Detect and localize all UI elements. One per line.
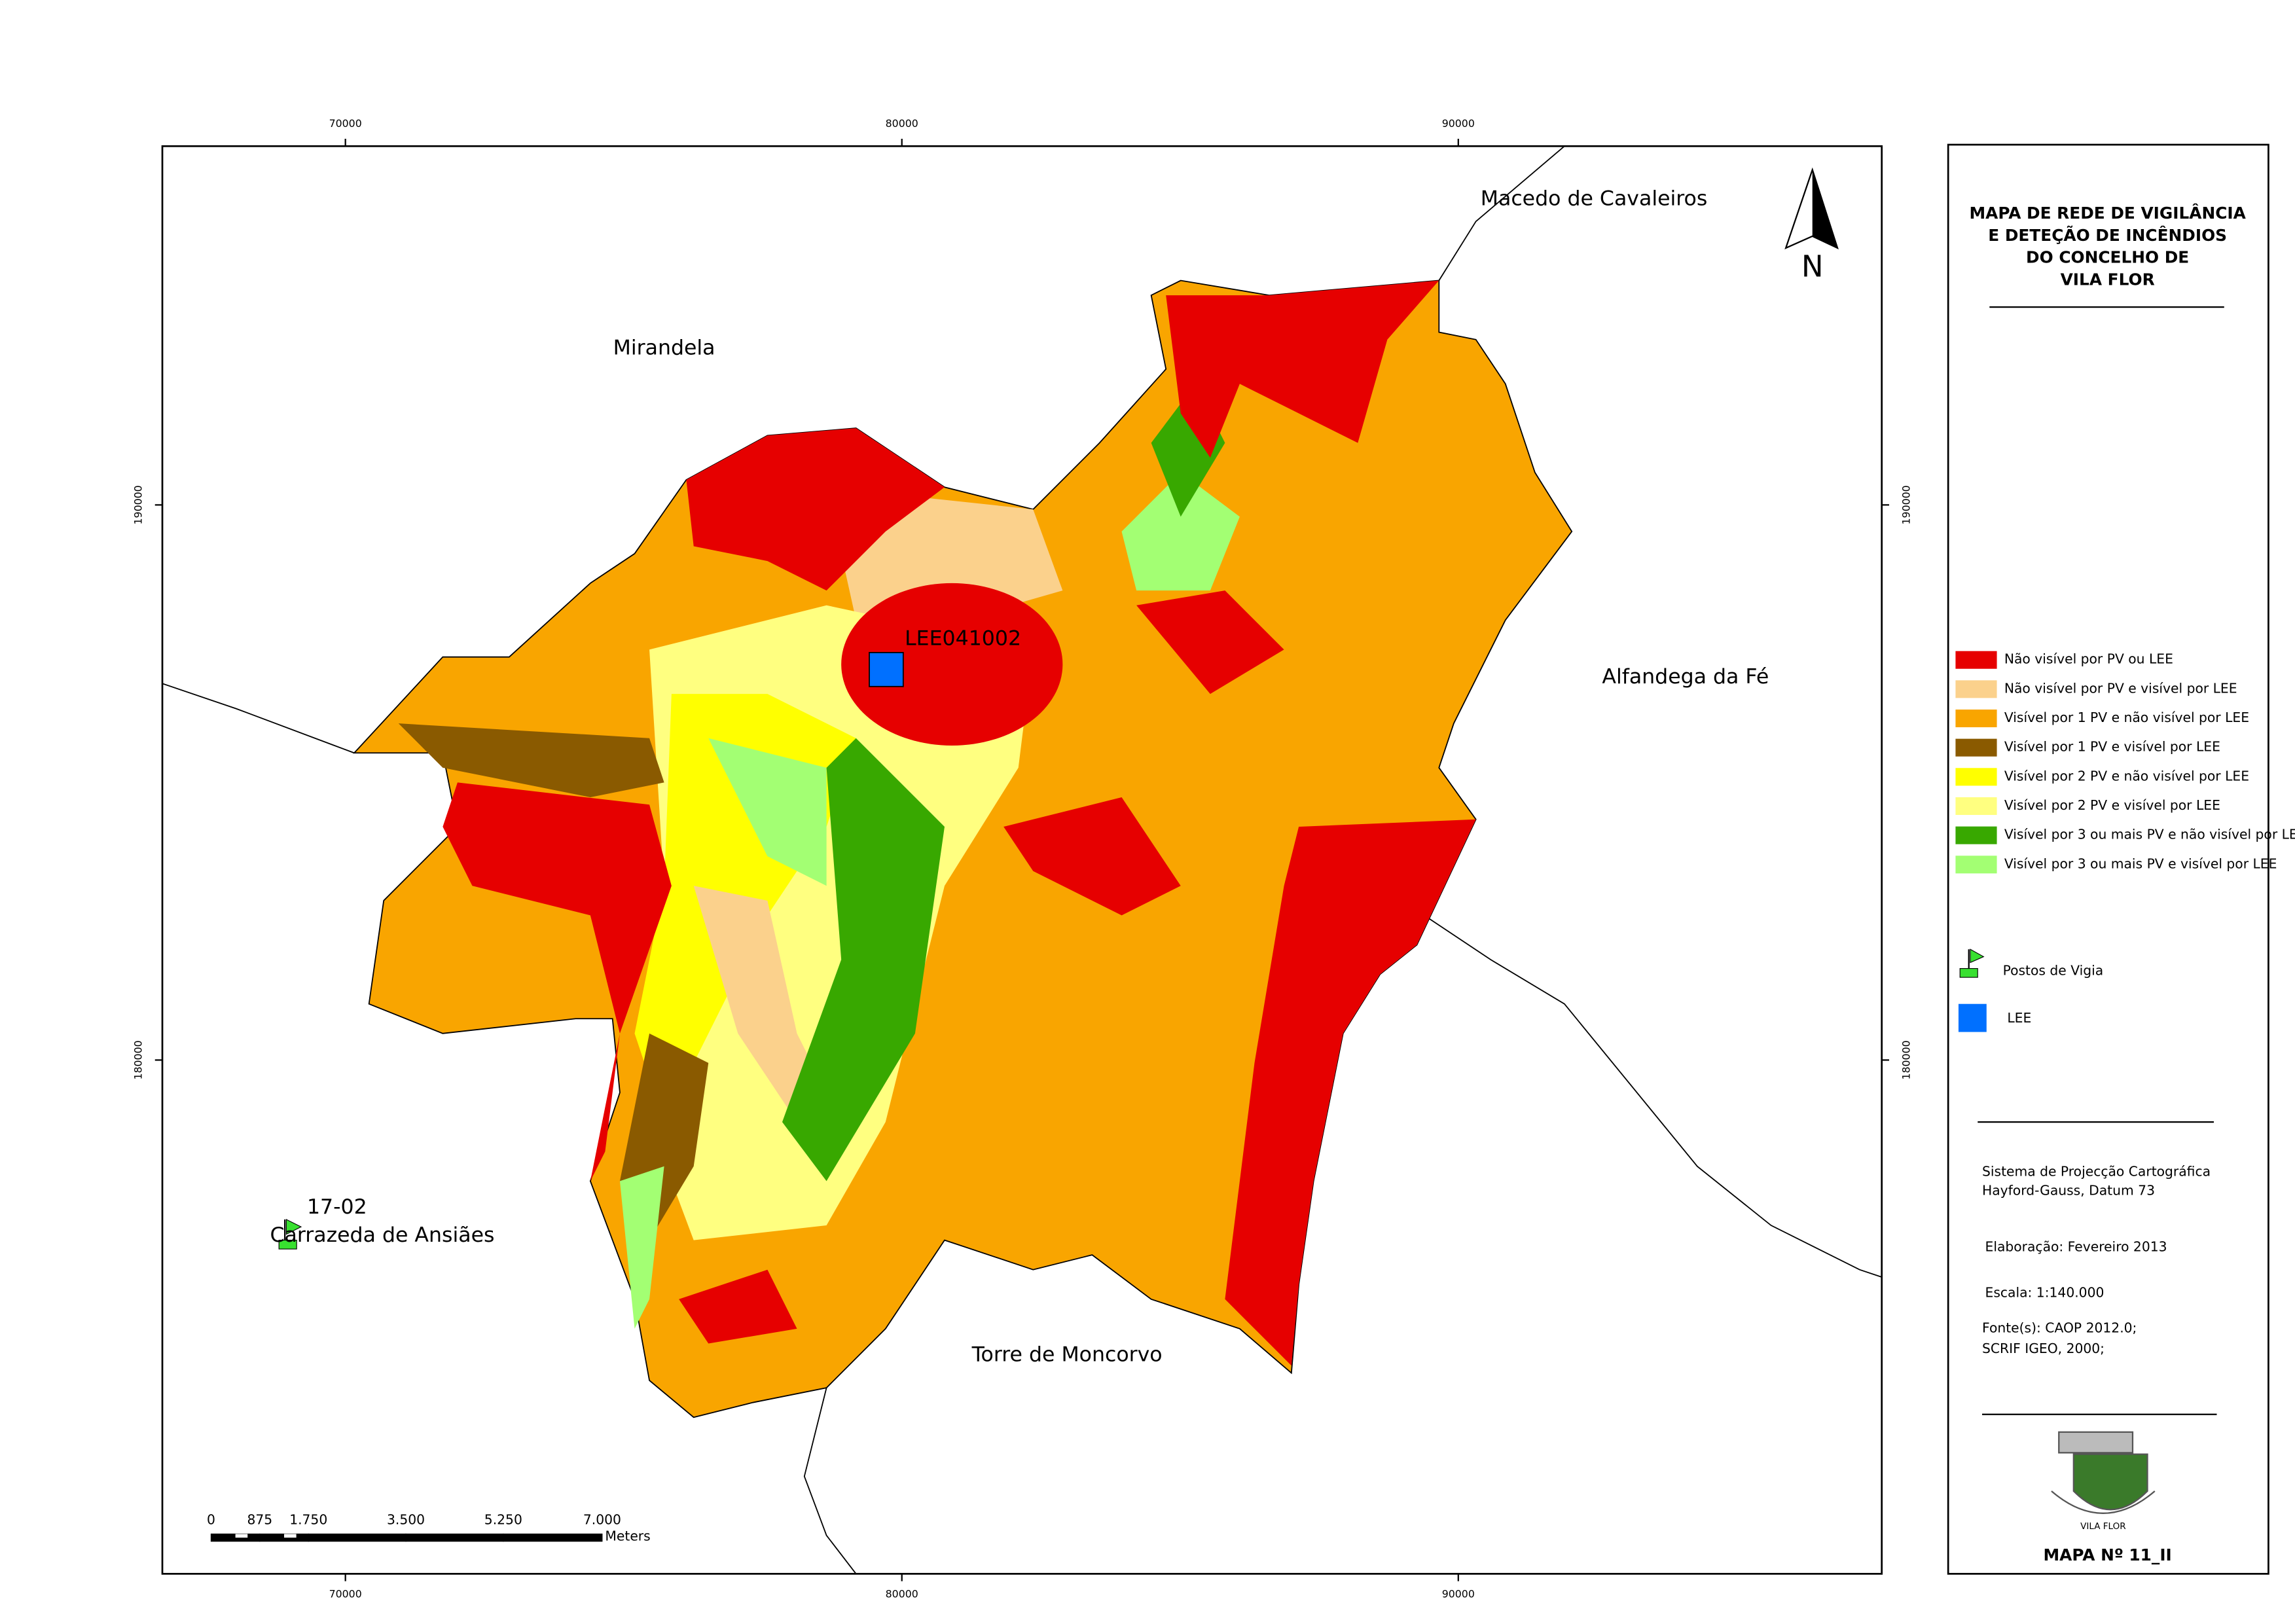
ribbon — [2051, 1490, 2156, 1514]
y-tick-label: 180000 — [1900, 1040, 1913, 1079]
scale-unit: Meters — [605, 1528, 650, 1543]
posto-marker — [278, 1219, 302, 1250]
area — [1003, 797, 1181, 916]
info-text: Fonte(s): CAOP 2012.0; — [1982, 1320, 2137, 1335]
legend-label: Postos de Vigia — [2003, 963, 2104, 979]
lee-legend-symbol — [1958, 1003, 1987, 1032]
legend-title: MAPA DE REDE DE VIGILÂNCIA — [1969, 204, 2246, 223]
place-label: Alfandega da Fé — [1602, 665, 1769, 689]
flag — [1970, 948, 1985, 964]
boundary — [803, 1387, 857, 1574]
info-text: Sistema de Projecção Cartográfica — [1982, 1163, 2211, 1179]
boundary — [1401, 900, 1882, 1278]
place-label: Carrazeda de Ansiães — [270, 1223, 494, 1247]
legend-title: E DETEÇÃO DE INCÊNDIOS — [1988, 226, 2227, 245]
flag-base — [1959, 968, 1978, 978]
x-tick-label: 90000 — [1442, 117, 1475, 130]
flag — [285, 1219, 302, 1235]
x-tick-label: 90000 — [1442, 1587, 1475, 1600]
scale-bar: 0 875 1.750 3.500 5.250 7.000 — [207, 1512, 621, 1542]
info-text: Elaboração: Fevereiro 2013 — [1985, 1238, 2167, 1254]
lee-marker — [869, 652, 904, 687]
lee-label: LEE041002 — [905, 627, 1021, 651]
legend-swatch — [1955, 826, 1997, 844]
area — [782, 738, 945, 1182]
legend-label: LEE — [2007, 1010, 2031, 1026]
area — [443, 782, 672, 1182]
north-arrow — [1784, 167, 1839, 250]
scale-label: 7.000 — [583, 1512, 621, 1528]
place-label: Mirandela — [613, 336, 715, 359]
area — [679, 1269, 797, 1344]
map-number: MAPA Nº 11_II — [2044, 1545, 2172, 1564]
area — [1225, 819, 1476, 1366]
area — [1121, 472, 1240, 591]
legend-swatch — [1955, 709, 1997, 728]
x-tick-label: 70000 — [329, 1587, 362, 1600]
area — [619, 1166, 664, 1329]
flag-base — [278, 1240, 297, 1250]
area — [398, 723, 664, 797]
area — [1166, 280, 1439, 458]
area — [708, 738, 827, 886]
scale-label: 1.750 — [289, 1512, 327, 1528]
y-tick-label: 190000 — [1900, 485, 1913, 524]
boundary — [162, 683, 355, 754]
y-tick-label: 190000 — [132, 485, 144, 524]
legend-swatch — [1955, 797, 1997, 816]
scale-label: 875 — [247, 1512, 272, 1528]
crown — [2058, 1431, 2134, 1454]
legend-panel — [1947, 143, 2269, 1575]
legend-title: VILA FLOR — [2061, 270, 2155, 289]
info-text: Hayford-Gauss, Datum 73 — [1982, 1183, 2155, 1199]
scale-segment — [284, 1534, 297, 1538]
visibility-areas — [353, 280, 1573, 1418]
legend-label: Visível por 3 ou mais PV e visível por L… — [2004, 856, 2277, 871]
x-tick-label: 80000 — [886, 117, 918, 130]
shield — [2072, 1453, 2148, 1511]
neighbour-boundaries — [162, 145, 1882, 1574]
place-label: Macedo de Cavaleiros — [1481, 187, 1708, 210]
posto-label: 17-02 — [307, 1195, 367, 1219]
legend-swatch — [1955, 768, 1997, 786]
legend-swatch — [1955, 738, 1997, 757]
legend-label: Não visível por PV ou LEE — [2004, 651, 2173, 667]
info-text: SCRIF IGEO, 2000; — [1982, 1341, 2105, 1356]
scale-label: 0 — [207, 1512, 215, 1528]
coat-label: VILA FLOR — [2080, 1521, 2125, 1532]
coat-of-arms — [2051, 1431, 2156, 1514]
area — [1136, 590, 1284, 695]
legend-label: Não visível por PV e visível por LEE — [2004, 680, 2237, 696]
legend-swatch — [1955, 651, 1997, 669]
area — [693, 886, 827, 1123]
scale-segment — [308, 1533, 407, 1542]
info-text: Escala: 1:140.000 — [1985, 1284, 2105, 1300]
y-tick-label: 180000 — [132, 1040, 144, 1079]
lee-symbol — [869, 652, 904, 687]
legend-label: Visível por 2 PV e não visível por LEE — [2004, 768, 2249, 784]
legend-label: Visível por 3 ou mais PV e não visível p… — [2004, 827, 2295, 842]
x-tick-label: 80000 — [886, 1587, 918, 1600]
area — [686, 428, 945, 591]
scale-segment — [503, 1533, 603, 1542]
scale-segment — [405, 1533, 504, 1542]
place-label: Torre de Moncorvo — [971, 1343, 1163, 1367]
north-label: N — [1801, 249, 1824, 283]
area — [841, 583, 1063, 746]
posto-legend — [1959, 948, 1985, 978]
legend-label: Visível por 1 PV e não visível por LEE — [2004, 710, 2249, 725]
legend-label: Visível por 2 PV e visível por LEE — [2004, 797, 2220, 813]
scale-label: 3.500 — [387, 1512, 425, 1528]
legend-swatch — [1955, 856, 1997, 874]
legend-title: DO CONCELHO DE — [2026, 248, 2189, 267]
legend-swatch — [1955, 680, 1997, 698]
scale-segment — [235, 1534, 248, 1538]
x-tick-label: 70000 — [329, 117, 362, 130]
scale-label: 5.250 — [484, 1512, 522, 1528]
boundary — [1438, 145, 1565, 281]
legend-label: Visível por 1 PV e visível por LEE — [2004, 739, 2220, 755]
